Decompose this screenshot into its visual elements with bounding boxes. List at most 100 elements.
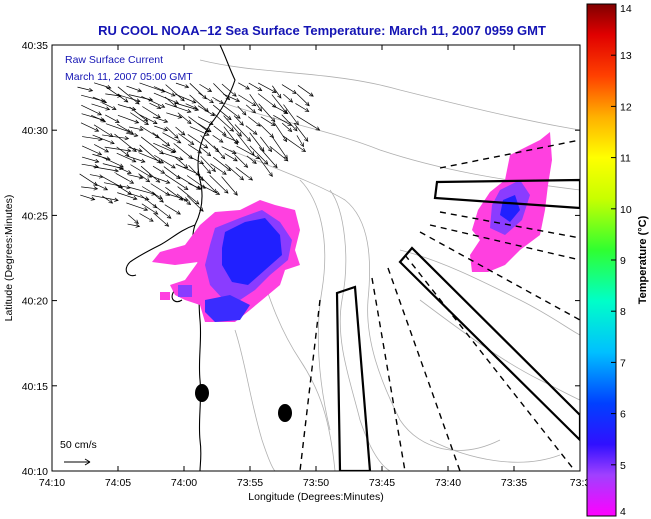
current-vector: [234, 153, 248, 168]
colorbar-tick-label: 7: [620, 357, 626, 369]
current-vector: [127, 223, 140, 227]
current-vector: [198, 92, 214, 104]
current-vector-head: [292, 89, 297, 94]
current-vector: [273, 122, 287, 142]
marker-ellipse-2: [278, 404, 292, 422]
current-vector: [130, 164, 152, 178]
current-vector: [259, 136, 272, 152]
current-vector: [186, 195, 204, 212]
sampling-regions: [335, 178, 580, 471]
current-vector-head: [268, 172, 273, 177]
current-vector-head: [148, 97, 154, 102]
current-vector: [139, 82, 165, 93]
current-vector-head: [188, 154, 193, 160]
current-vector-head: [191, 99, 197, 104]
colorbar-tick-label: 9: [620, 255, 626, 267]
current-vector: [177, 186, 200, 205]
current-vector: [281, 114, 298, 132]
y-axis-label: Latitude (Degrees:Minutes): [3, 195, 15, 322]
current-vector-head: [305, 101, 310, 107]
y-tick-label: 40:15: [22, 381, 48, 393]
current-vector: [175, 93, 196, 104]
current-vector: [165, 126, 179, 139]
current-vector-head: [145, 178, 151, 183]
current-vector-head: [97, 111, 102, 116]
figure-title: RU COOL NOAA−12 Sea Surface Temperature:…: [98, 23, 546, 38]
current-vector-head: [176, 139, 182, 144]
current-vector: [260, 116, 276, 126]
current-vector: [141, 96, 165, 108]
current-vector: [175, 82, 189, 88]
current-vector: [197, 123, 212, 132]
current-vector: [141, 186, 163, 199]
current-vector: [213, 156, 231, 171]
current-vector-head: [144, 120, 149, 126]
current-vector: [92, 153, 111, 160]
sst-patches: [152, 200, 300, 322]
current-vector: [176, 193, 191, 205]
current-vector-head: [236, 114, 241, 119]
current-vector: [246, 155, 257, 164]
current-vector-head: [178, 156, 184, 161]
current-vector: [213, 125, 227, 136]
x-tick-label: 73:3: [570, 477, 591, 489]
current-vector: [129, 106, 148, 122]
current-vector: [129, 126, 144, 131]
current-vector: [116, 152, 136, 163]
current-vector: [245, 125, 258, 135]
current-vector: [238, 94, 256, 106]
current-vector-head: [115, 118, 120, 123]
current-vector-head: [248, 176, 254, 181]
current-vectors: [77, 82, 321, 228]
current-vector-head: [159, 159, 165, 164]
current-vector-head: [105, 106, 111, 111]
current-vector-head: [155, 178, 161, 183]
current-vector: [93, 82, 111, 89]
current-vector-head: [137, 88, 143, 93]
current-vector: [297, 85, 314, 97]
current-vector: [117, 192, 137, 200]
current-vector: [164, 204, 181, 215]
current-vector-head: [251, 108, 257, 114]
current-vector-head: [156, 105, 162, 109]
current-vector-head: [111, 106, 117, 110]
current-vector: [283, 93, 293, 103]
current-vector-head: [270, 121, 276, 126]
current-vector-head: [207, 87, 213, 92]
current-vector-head: [229, 127, 235, 132]
current-vector: [164, 102, 191, 113]
current-vector-head: [110, 140, 115, 145]
current-vector: [79, 173, 98, 186]
y-tick-label: 40:25: [22, 210, 48, 222]
current-vector: [116, 184, 132, 195]
current-vector-head: [156, 114, 161, 119]
current-vector-head: [124, 136, 130, 141]
colorbar-tick-label: 11: [620, 153, 631, 165]
current-vector-head: [309, 92, 314, 97]
current-vector-head: [199, 176, 204, 182]
current-vector: [258, 157, 273, 177]
current-vector-head: [97, 151, 103, 156]
current-vector-head: [235, 98, 241, 102]
current-vector-head: [124, 152, 130, 157]
current-vector-head: [90, 196, 96, 201]
current-vector-head: [174, 134, 179, 139]
current-vector: [81, 145, 102, 156]
current-vector: [138, 173, 150, 183]
current-vector-head: [271, 89, 277, 93]
current-vector: [271, 136, 288, 159]
current-vector: [115, 173, 134, 184]
current-vector: [248, 82, 262, 91]
current-vector-head: [94, 158, 100, 163]
x-tick-label: 74:05: [105, 477, 131, 489]
y-axis-ticks: 40:35 40:30 40:25 40:20 40:15 40:10: [22, 40, 580, 478]
current-vector-head: [222, 170, 227, 175]
current-vector: [269, 145, 289, 162]
colorbar-tick-label: 8: [620, 306, 626, 318]
current-vector: [94, 144, 109, 153]
current-vector-head: [218, 138, 224, 143]
current-vector: [223, 115, 242, 137]
current-vector: [175, 126, 186, 136]
current-vector-head: [283, 154, 288, 160]
